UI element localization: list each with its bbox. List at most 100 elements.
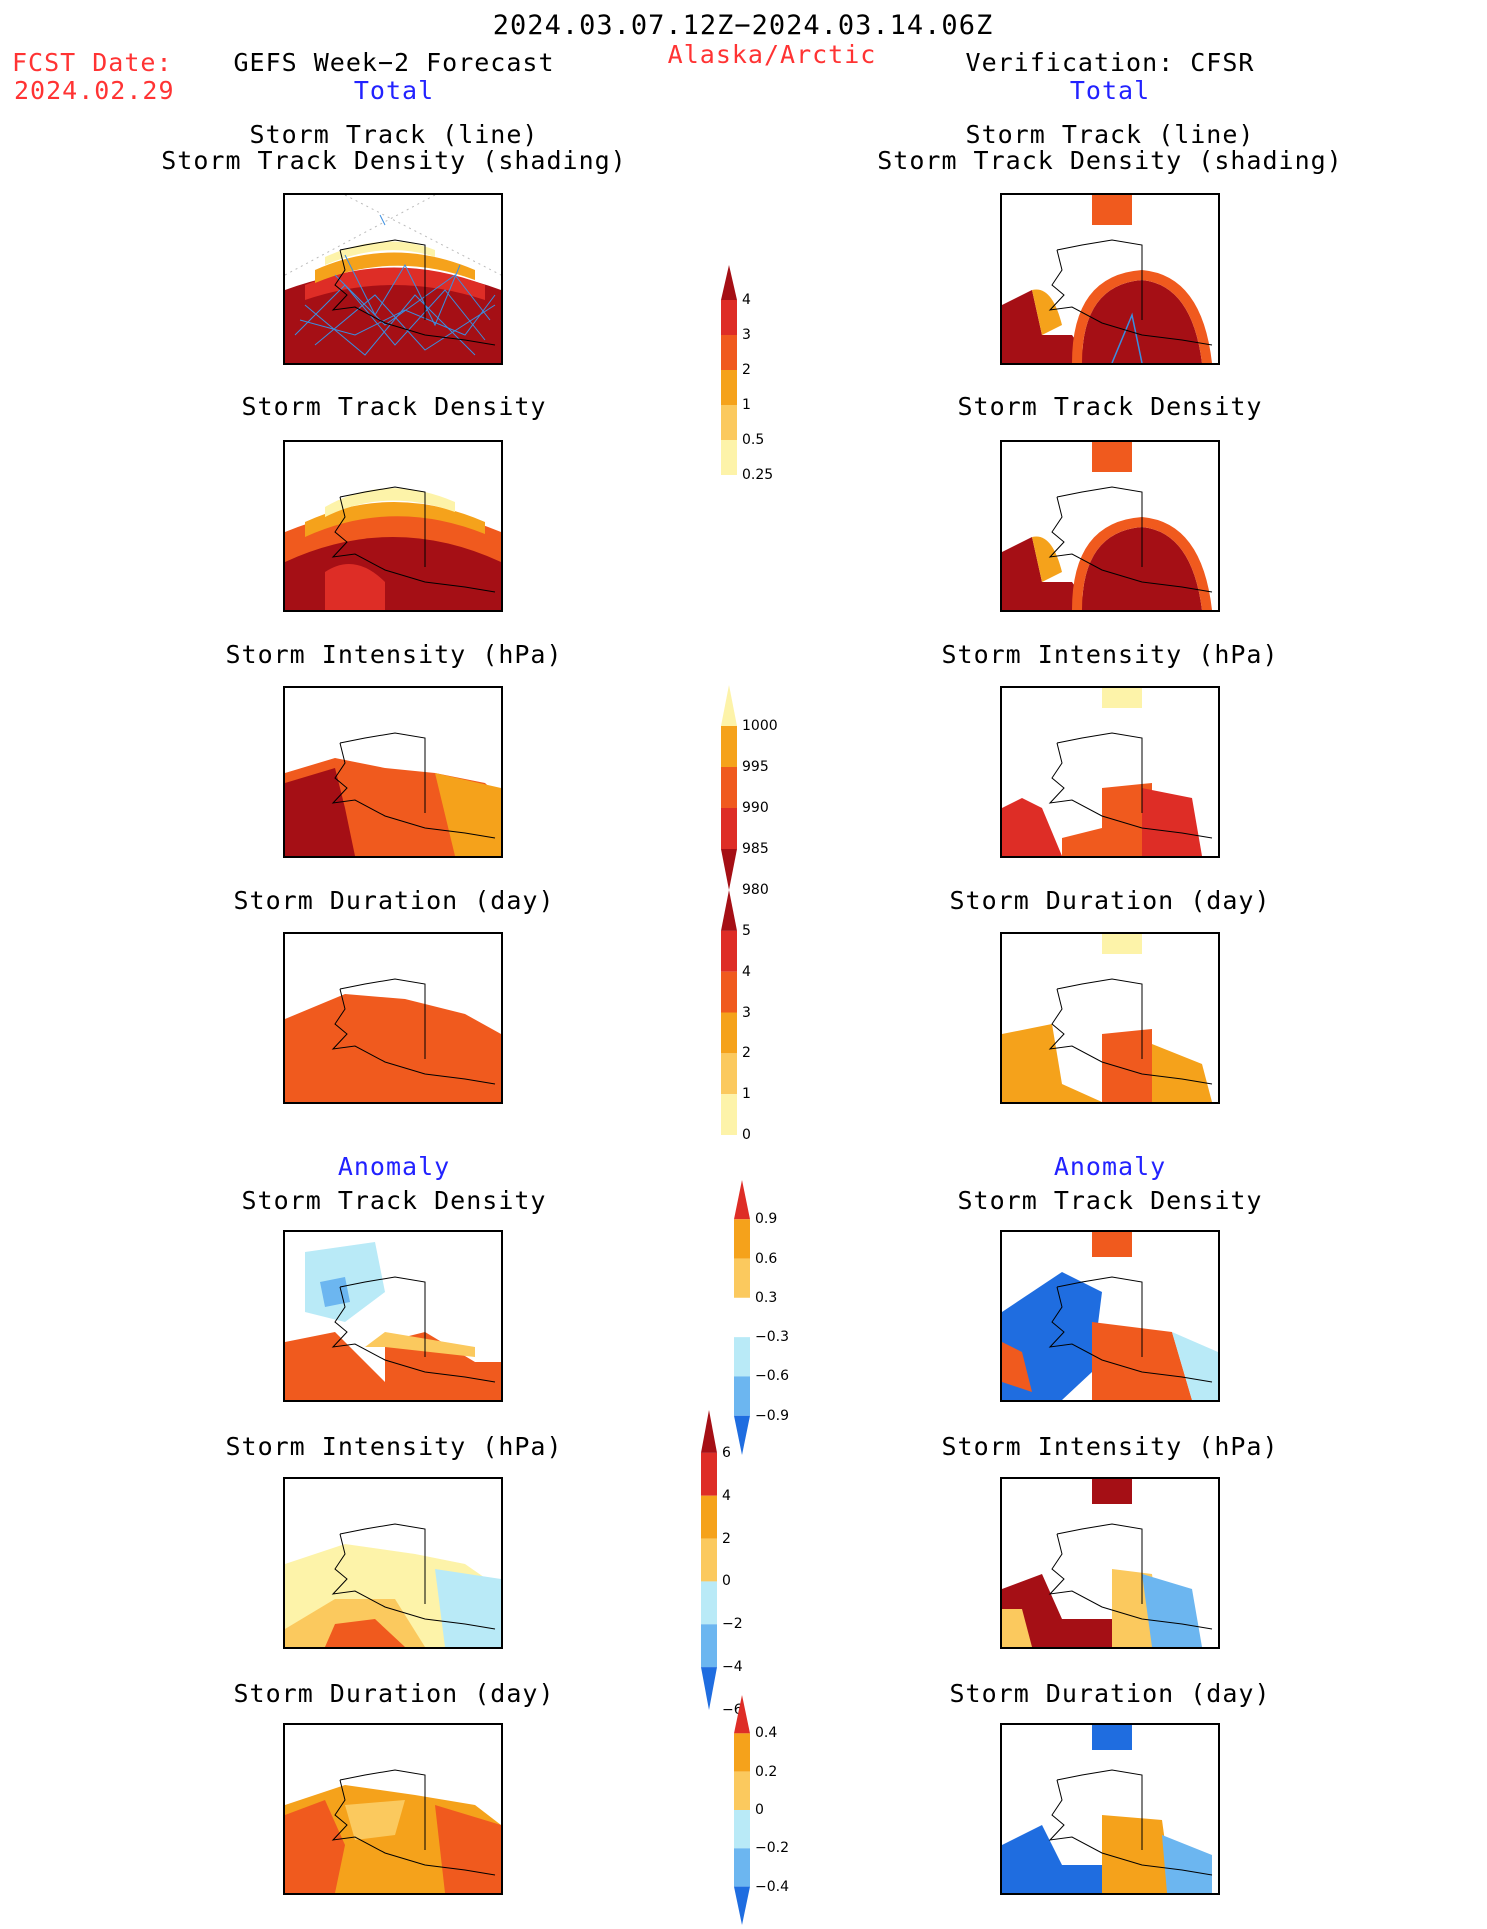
right-duration-title: Storm Duration (day) bbox=[949, 886, 1271, 915]
colorbar-tick-label: −0.6 bbox=[755, 1368, 789, 1385]
colorbar-tick-label: 995 bbox=[742, 759, 769, 775]
right-intensity-title: Storm Intensity (hPa) bbox=[941, 640, 1279, 669]
fcst-date-value: 2024.02.29 bbox=[14, 76, 175, 105]
map-right-duration bbox=[1000, 932, 1220, 1104]
map-right-density bbox=[1000, 440, 1220, 612]
period-title: 2024.03.07.12Z−2024.03.14.06Z bbox=[492, 10, 994, 41]
colorbar-tick-label: 6 bbox=[722, 1444, 731, 1461]
colorbar-segment bbox=[701, 1538, 717, 1582]
colorbar-anom-intensity bbox=[701, 1410, 717, 1710]
right-track-line-title: Storm Track (line) bbox=[965, 120, 1255, 149]
colorbar-tick-label: −4 bbox=[722, 1659, 743, 1676]
colorbar-segment bbox=[721, 335, 737, 370]
right-total-label: Total bbox=[1069, 76, 1151, 105]
map-left-anom-density bbox=[283, 1230, 503, 1402]
colorbar-segment bbox=[734, 1848, 750, 1887]
colorbar-segment bbox=[721, 1053, 737, 1095]
colorbar-segment bbox=[721, 890, 737, 931]
colorbar-tick-label: 1 bbox=[742, 1086, 751, 1103]
map-right-anom-intensity bbox=[1000, 1477, 1220, 1649]
colorbar-tick-label: −6 bbox=[722, 1702, 743, 1718]
left-density-title: Storm Track Density bbox=[241, 392, 547, 421]
colorbar-tick-label: 4 bbox=[742, 963, 751, 980]
colorbar-segment bbox=[701, 1667, 717, 1710]
colorbar-segment bbox=[721, 930, 737, 972]
colorbar-tick-label: 2 bbox=[742, 362, 751, 378]
colorbar-tick-label: −0.3 bbox=[755, 1329, 789, 1346]
map-right-anom-duration bbox=[1000, 1723, 1220, 1895]
colorbar-tick-label: 0.4 bbox=[755, 1725, 778, 1742]
colorbar-segment bbox=[721, 971, 737, 1013]
colorbar-segment bbox=[734, 1886, 750, 1925]
colorbar-segment bbox=[734, 1695, 750, 1734]
colorbar-tick-label: 2 bbox=[722, 1530, 731, 1547]
left-anomaly-label: Anomaly bbox=[337, 1152, 451, 1181]
colorbar-tick-label: 0 bbox=[742, 1127, 751, 1143]
colorbar-tick-label: 1000 bbox=[742, 718, 778, 734]
colorbar-segment bbox=[701, 1495, 717, 1539]
colorbar-density bbox=[721, 265, 737, 475]
left-track-line-title: Storm Track (line) bbox=[249, 120, 539, 149]
colorbar-tick-label: 4 bbox=[742, 292, 751, 308]
colorbar-tick-label: 0.3 bbox=[755, 1289, 778, 1306]
colorbar-anom-density bbox=[734, 1180, 750, 1455]
colorbar-segment bbox=[721, 685, 737, 726]
colorbar-segment bbox=[734, 1733, 750, 1772]
colorbar-segment bbox=[734, 1376, 750, 1416]
colorbar-tick-label: −0.4 bbox=[755, 1878, 789, 1895]
colorbar-tick-label: 0.9 bbox=[755, 1211, 778, 1228]
left-duration-title: Storm Duration (day) bbox=[233, 886, 555, 915]
colorbar-tick-label: 2 bbox=[742, 1045, 751, 1062]
colorbar-tick-label: 0.2 bbox=[755, 1763, 778, 1780]
colorbar-segment bbox=[734, 1415, 750, 1455]
colorbar-tick-label: 4 bbox=[722, 1487, 731, 1504]
fcst-date-label: FCST Date: bbox=[12, 48, 173, 77]
colorbar-segment bbox=[721, 265, 737, 300]
right-anom-duration-title: Storm Duration (day) bbox=[949, 1679, 1271, 1708]
left-total-label: Total bbox=[353, 76, 435, 105]
colorbar-tick-label: 0 bbox=[722, 1573, 731, 1590]
right-track-shading-title: Storm Track Density (shading) bbox=[877, 146, 1343, 175]
colorbar-tick-label: −0.9 bbox=[755, 1407, 789, 1424]
left-track-shading-title: Storm Track Density (shading) bbox=[161, 146, 627, 175]
colorbar-tick-label: 985 bbox=[742, 841, 769, 857]
map-right-storm-track bbox=[1000, 193, 1220, 365]
map-left-anom-intensity bbox=[283, 1477, 503, 1649]
map-right-intensity bbox=[1000, 686, 1220, 858]
right-anom-density-title: Storm Track Density bbox=[957, 1186, 1263, 1215]
colorbar-segment bbox=[721, 767, 737, 808]
left-model-title: GEFS Week−2 Forecast bbox=[233, 48, 555, 77]
colorbar-segment bbox=[721, 1094, 737, 1135]
colorbar-segment bbox=[701, 1581, 717, 1625]
map-left-intensity bbox=[283, 686, 503, 858]
colorbar-segment bbox=[734, 1337, 750, 1377]
map-left-density bbox=[283, 440, 503, 612]
colorbar-tick-label: 1 bbox=[742, 397, 751, 413]
colorbar-segment bbox=[721, 405, 737, 440]
colorbar-tick-label: 0.5 bbox=[742, 432, 765, 448]
colorbar-segment bbox=[734, 1219, 750, 1259]
colorbar-segment bbox=[721, 1012, 737, 1054]
colorbar-duration bbox=[721, 890, 737, 1135]
colorbar-tick-label: 3 bbox=[742, 1004, 751, 1021]
colorbar-segment bbox=[701, 1452, 717, 1496]
left-intensity-title: Storm Intensity (hPa) bbox=[225, 640, 563, 669]
right-density-title: Storm Track Density bbox=[957, 392, 1263, 421]
map-left-duration bbox=[283, 932, 503, 1104]
colorbar-tick-label: 0 bbox=[755, 1802, 764, 1818]
colorbar-segment bbox=[721, 849, 737, 890]
colorbar-tick-label: −0.2 bbox=[755, 1840, 789, 1857]
colorbar-segment bbox=[701, 1624, 717, 1668]
colorbar-tick-label: 0.25 bbox=[742, 467, 774, 483]
colorbar-segment bbox=[734, 1810, 750, 1849]
colorbar-segment bbox=[721, 726, 737, 767]
colorbar-tick-label: 0.6 bbox=[755, 1250, 778, 1267]
map-left-anom-duration bbox=[283, 1723, 503, 1895]
right-model-title: Verification: CFSR bbox=[965, 48, 1255, 77]
colorbar-segment bbox=[734, 1771, 750, 1810]
right-anom-intensity-title: Storm Intensity (hPa) bbox=[941, 1432, 1279, 1461]
right-anomaly-label: Anomaly bbox=[1053, 1152, 1167, 1181]
colorbar-tick-label: 3 bbox=[742, 327, 751, 343]
colorbar-segment bbox=[734, 1297, 750, 1338]
colorbar-segment bbox=[721, 300, 737, 335]
